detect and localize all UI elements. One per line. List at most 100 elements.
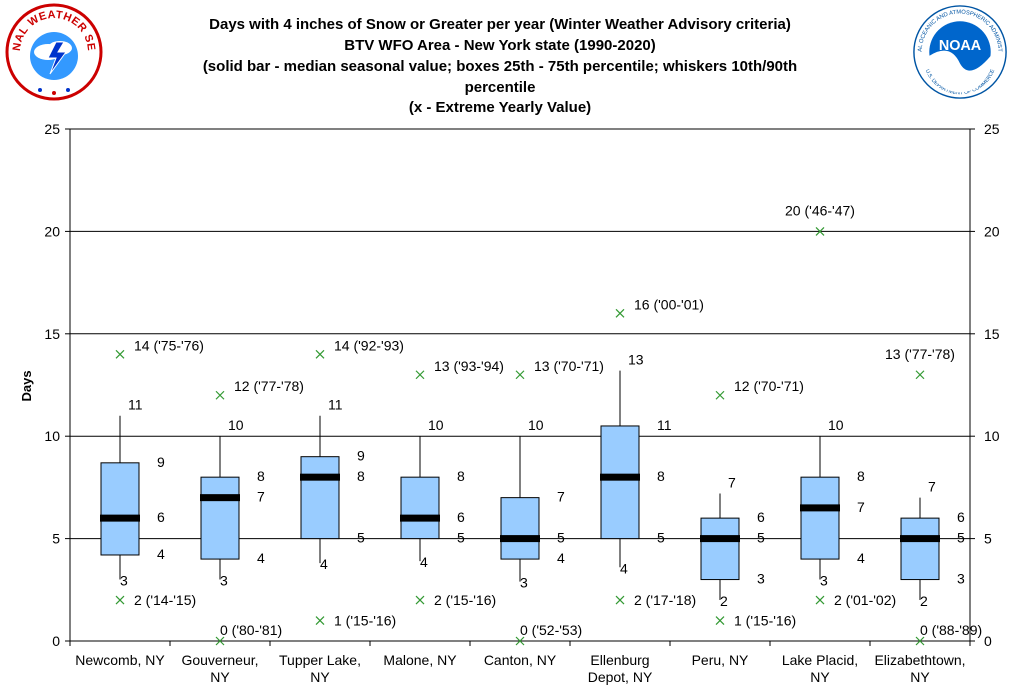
median-bar xyxy=(300,473,340,481)
y-tick-label-right: 0 xyxy=(984,633,992,649)
p75-label: 8 xyxy=(857,468,865,484)
x-tick-label: Newcomb, NY xyxy=(75,652,165,668)
extreme-max-marker xyxy=(715,390,725,400)
y-tick-label-left: 20 xyxy=(44,223,60,239)
p75-label: 6 xyxy=(757,509,765,525)
p90-label: 10 xyxy=(228,417,244,433)
y-tick-label-right: 10 xyxy=(984,428,1000,444)
extreme-max-marker xyxy=(615,308,625,318)
extreme-min-label: 2 ('17-'18) xyxy=(634,592,696,608)
x-tick-label: NY xyxy=(810,669,830,685)
p75-label: 9 xyxy=(157,454,165,470)
y-tick-label-right: 15 xyxy=(984,326,1000,342)
station-box-group xyxy=(700,390,740,625)
x-tick-label: Elizabethtown, xyxy=(874,652,965,668)
marker-stroke xyxy=(615,595,625,605)
extreme-min-label: 0 ('52-'53) xyxy=(520,622,582,638)
extreme-max-marker xyxy=(915,370,925,380)
p25-label: 4 xyxy=(557,550,565,566)
p75-label: 7 xyxy=(557,489,565,505)
value-labels: 9 4 6 11 3 14 ('75-'76) 2 ('14-'15) 8 4 7 10 3 12 ('… xyxy=(120,202,982,638)
extreme-min-marker xyxy=(215,636,225,646)
chart-subtitle-legend: (solid bar - median seasonal value; boxe… xyxy=(202,58,798,75)
marker-stroke xyxy=(115,595,125,605)
p25-label: 5 xyxy=(657,530,665,546)
extreme-max-marker xyxy=(115,349,125,359)
p90-label: 11 xyxy=(328,397,343,413)
noaa-letters: NOAA xyxy=(939,38,982,54)
p10-label: 2 xyxy=(720,593,728,609)
iqr-box xyxy=(800,476,840,560)
noaa-logo: NATIONAL OCEANIC AND ATMOSPHERIC ADMINIS… xyxy=(912,4,1007,99)
p75-label: 8 xyxy=(457,468,465,484)
x-tick-label: Malone, NY xyxy=(383,652,457,668)
chart-title: Days with 4 inches of Snow or Greater pe… xyxy=(209,16,791,33)
iqr-box xyxy=(600,425,640,540)
marker-stroke xyxy=(915,636,925,646)
y-tick-label-left: 15 xyxy=(44,326,60,342)
marker-stroke xyxy=(815,595,825,605)
x-tick-label: Ellenburg xyxy=(590,652,649,668)
p90-label: 13 xyxy=(628,352,644,368)
x-tick-label: Lake Placid, xyxy=(782,652,858,668)
p90-label: 10 xyxy=(428,417,444,433)
median-bar xyxy=(700,535,740,543)
x-tick-label: NY xyxy=(910,669,930,685)
x-tick-label: Peru, NY xyxy=(692,652,749,668)
iqr-box xyxy=(100,462,140,556)
station-box-group xyxy=(800,226,840,605)
extreme-max-marker xyxy=(515,370,525,380)
extreme-max-marker xyxy=(315,349,325,359)
extreme-max-label: 20 ('46-'47) xyxy=(785,202,855,218)
chart-subtitle-region: BTV WFO Area - New York state (1990-2020… xyxy=(344,37,656,54)
iqr-box xyxy=(400,476,440,540)
extreme-max-label: 14 ('92-'93) xyxy=(334,337,404,353)
iqr-box xyxy=(700,517,740,581)
median-bar xyxy=(800,504,840,512)
station-box-group xyxy=(100,349,140,605)
extreme-min-label: 1 ('15-'16) xyxy=(334,613,396,629)
median-label: 5 xyxy=(957,530,965,546)
extreme-max-marker xyxy=(815,226,825,236)
iqr-box xyxy=(200,476,240,560)
median-label: 7 xyxy=(857,499,865,515)
iqr-box xyxy=(900,517,940,581)
median-label: 7 xyxy=(257,489,265,505)
p25-label: 5 xyxy=(457,530,465,546)
y-tick-label-left: 5 xyxy=(52,531,60,547)
y-tick-label-left: 0 xyxy=(52,633,60,649)
y-tick-label-right: 20 xyxy=(984,223,1000,239)
extreme-min-marker xyxy=(915,636,925,646)
p25-label: 5 xyxy=(357,530,365,546)
median-label: 6 xyxy=(457,509,465,525)
p10-label: 2 xyxy=(920,593,928,609)
marker-stroke xyxy=(915,370,925,380)
extreme-max-label: 13 ('93-'94) xyxy=(434,358,504,374)
chart-subtitle-extreme: (x - Extreme Yearly Value) xyxy=(408,99,592,116)
p10-label: 3 xyxy=(820,573,828,589)
extreme-max-marker xyxy=(415,370,425,380)
y-tick-label-left: 10 xyxy=(44,428,60,444)
extreme-max-label: 13 ('70-'71) xyxy=(534,358,604,374)
p75-label: 9 xyxy=(357,448,365,464)
median-label: 5 xyxy=(557,530,565,546)
median-label: 5 xyxy=(757,530,765,546)
station-box-group xyxy=(600,308,640,605)
median-bar xyxy=(100,514,140,522)
p10-label: 3 xyxy=(520,575,528,591)
y-tick-label-left: 25 xyxy=(44,121,60,137)
p25-label: 3 xyxy=(957,571,965,587)
p10-label: 3 xyxy=(220,573,228,589)
extreme-max-marker xyxy=(215,390,225,400)
median-label: 8 xyxy=(357,468,365,484)
marker-stroke xyxy=(415,370,425,380)
p10-label: 4 xyxy=(420,554,428,570)
extreme-min-label: 0 ('80-'81) xyxy=(220,622,282,638)
x-tick-label: Depot, NY xyxy=(588,669,653,685)
p10-label: 3 xyxy=(120,573,128,589)
extreme-min-marker xyxy=(415,595,425,605)
extreme-max-label: 14 ('75-'76) xyxy=(134,337,204,353)
marker-stroke xyxy=(215,636,225,646)
p25-label: 4 xyxy=(257,550,265,566)
